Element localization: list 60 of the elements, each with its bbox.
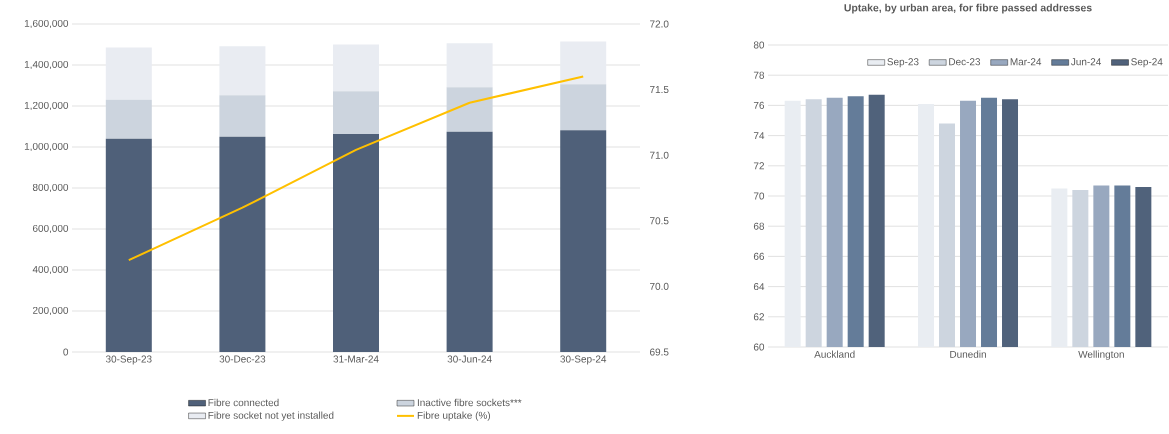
x-tick-label: Auckland (814, 350, 855, 358)
bar (560, 84, 607, 131)
legend-label: Dec-23 (949, 58, 981, 66)
x-tick-label: 30-Jun-24 (447, 355, 492, 363)
legend-label: Inactive fibre sockets*** (417, 398, 522, 407)
bar (105, 138, 152, 352)
y-tick-label: 600,000 (32, 224, 69, 234)
bar (446, 131, 493, 352)
legend-label: Sep-23 (887, 58, 919, 68)
y-tick-label: 1,400,000 (24, 60, 69, 70)
legend-label: Fibre connected (208, 398, 279, 407)
x-tick-label: 31-Mar-24 (333, 355, 379, 363)
y-tick-label: 0 (63, 348, 69, 356)
bar (219, 46, 266, 96)
y-tick-label: 68 (753, 222, 765, 230)
bar (219, 136, 266, 352)
y-tick-label: 400,000 (32, 265, 69, 275)
y-tick-label: 66 (753, 252, 765, 260)
y2-tick-label: 69.5 (650, 348, 669, 356)
y2-tick-label: 70.5 (650, 217, 669, 225)
legend-label: Mar-24 (1010, 58, 1042, 66)
y-tick-label: 78 (753, 71, 765, 79)
y2-tick-label: 71.0 (650, 151, 669, 159)
y-tick-label: 80 (753, 41, 765, 49)
y-tick-label: 200,000 (32, 306, 69, 316)
y-tick-label: 62 (753, 313, 764, 321)
x-tick-label: 30-Sep-23 (105, 355, 152, 365)
y-tick-label: 72 (753, 162, 764, 170)
bar (333, 134, 379, 352)
y-tick-label: 74 (753, 132, 765, 140)
legend-label: Jun-24 (1071, 58, 1102, 66)
legend-label: Fibre uptake (%) (417, 411, 491, 421)
bar (105, 99, 152, 139)
bar (105, 47, 152, 100)
bar (560, 130, 607, 352)
y-tick-label: 1,600,000 (24, 19, 69, 29)
y-tick-label: 64 (753, 283, 765, 291)
y2-tick-label: 70.0 (650, 282, 669, 290)
y-tick-label: 800,000 (32, 183, 69, 193)
bar (333, 44, 379, 92)
y-tick-label: 70 (753, 192, 765, 200)
bar (560, 41, 607, 85)
y-tick-label: 76 (753, 101, 765, 109)
bar (333, 91, 379, 135)
legend-label: Sep-24 (1131, 58, 1163, 68)
x-tick-label: 30-Dec-23 (219, 355, 266, 363)
bar (219, 95, 266, 137)
y2-tick-label: 71.5 (650, 86, 669, 94)
y-tick-label: 1,200,000 (24, 101, 69, 111)
chart-title: Uptake, by urban area, for fibre passed addresses (844, 3, 1092, 14)
x-tick-label: 30-Sep-24 (560, 355, 607, 365)
bar (446, 87, 493, 132)
x-tick-label: Wellington (1078, 350, 1124, 360)
bar (446, 43, 493, 88)
x-tick-label: Dunedin (950, 350, 986, 358)
y-tick-label: 60 (753, 343, 765, 351)
legend-label: Fibre socket not yet installed (208, 411, 334, 421)
line-series (127, 75, 585, 262)
y2-tick-label: 72.0 (650, 20, 669, 28)
y-tick-label: 1,000,000 (24, 142, 69, 152)
